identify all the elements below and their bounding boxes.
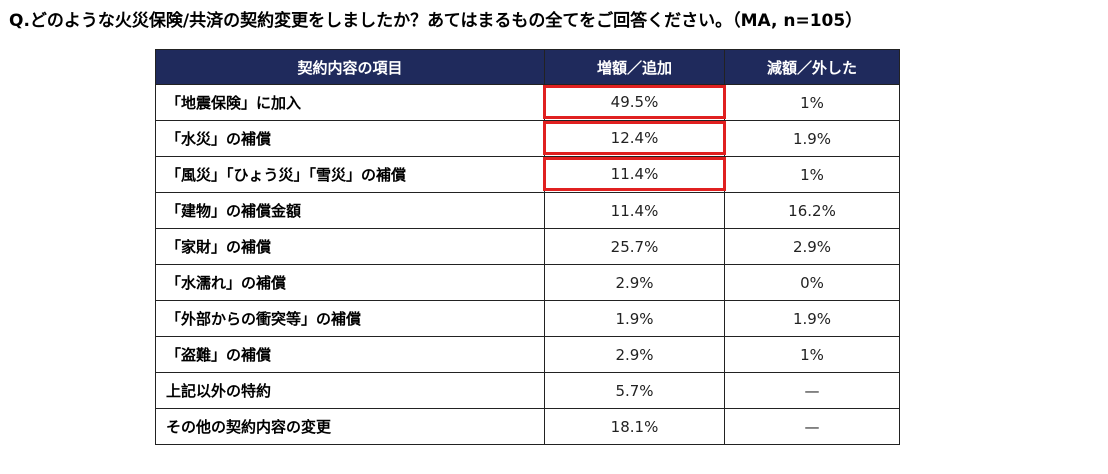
table-row: 「水濡れ」の補償 2.9% 0%	[155, 264, 900, 301]
increase-value-text: 2.9%	[615, 273, 654, 292]
row-item-label: 上記以外の特約	[155, 372, 545, 409]
row-item-label: 「盗難」の補償	[155, 336, 545, 373]
row-item-label: 「家財」の補償	[155, 228, 545, 265]
increase-value-text: 12.4%	[543, 121, 726, 155]
decrease-value: 2.9%	[724, 228, 900, 265]
decrease-value-text: 2.9%	[792, 237, 832, 256]
decrease-value: 16.2%	[724, 192, 900, 229]
row-item-label: 「建物」の補償金額	[155, 192, 545, 229]
increase-value-text: 11.4%	[543, 157, 726, 191]
table-row: 「水災」の補償 12.4% 1.9%	[155, 120, 900, 157]
increase-value-text: 49.5%	[543, 85, 726, 119]
decrease-value: 1%	[724, 84, 900, 121]
decrease-value-text: 1%	[800, 93, 824, 112]
table-body: 「地震保険」に加入 49.5% 1% 「水災」の補償 12.4% 1.9% 「風災」「ひょう…	[155, 84, 900, 445]
table-row: 「建物」の補償金額 11.4% 16.2%	[155, 192, 900, 229]
increase-value-highlighted: 11.4%	[543, 156, 726, 193]
increase-value: 2.9%	[544, 336, 725, 373]
table-header-row: 契約内容の項目 増額／追加 減額／外した	[155, 49, 900, 85]
row-item-label: 「外部からの衝突等」の補償	[155, 300, 545, 337]
table-row: 「家財」の補償 25.7% 2.9%	[155, 228, 900, 265]
decrease-value: 1.9%	[724, 300, 900, 337]
increase-value-text: 18.1%	[610, 417, 659, 436]
increase-value-text: 25.7%	[610, 237, 659, 256]
survey-table: 契約内容の項目 増額／追加 減額／外した 「地震保険」に加入 49.5% 1% 「水災…	[155, 49, 900, 445]
decrease-value-text: 1%	[800, 165, 824, 184]
decrease-value: 1%	[724, 336, 900, 373]
increase-value: 11.4%	[544, 192, 725, 229]
row-item-label: 「風災」「ひょう災」「雪災」の補償	[155, 156, 545, 193]
increase-value: 25.7%	[544, 228, 725, 265]
increase-value: 5.7%	[544, 372, 725, 409]
question-title: Q.どのような火災保険/共済の契約変更をしましたか？あてはまるもの全てをご回答く…	[9, 11, 863, 31]
table-row: 「風災」「ひょう災」「雪災」の補償 11.4% 1%	[155, 156, 900, 193]
increase-value-text: 1.9%	[615, 309, 654, 328]
decrease-value-text: —	[804, 417, 820, 436]
row-item-label: その他の契約内容の変更	[155, 408, 545, 445]
increase-value-highlighted: 12.4%	[543, 120, 726, 157]
column-header-decrease: 減額／外した	[724, 49, 900, 85]
increase-value-highlighted: 49.5%	[543, 84, 726, 121]
decrease-value: 1%	[724, 156, 900, 193]
increase-value: 18.1%	[544, 408, 725, 445]
decrease-value-text: 1%	[800, 345, 824, 364]
decrease-value-text: 0%	[800, 273, 824, 292]
row-item-label: 「水災」の補償	[155, 120, 545, 157]
decrease-value-text: —	[804, 381, 820, 400]
decrease-value-text: 1.9%	[792, 129, 832, 148]
decrease-value-text: 16.2%	[788, 201, 836, 220]
column-header-increase: 増額／追加	[544, 49, 725, 85]
table-row: その他の契約内容の変更 18.1% —	[155, 408, 900, 445]
decrease-value: —	[724, 408, 900, 445]
column-header-item: 契約内容の項目	[155, 49, 545, 85]
increase-value-text: 11.4%	[610, 201, 659, 220]
table-row: 上記以外の特約 5.7% —	[155, 372, 900, 409]
row-item-label: 「水濡れ」の補償	[155, 264, 545, 301]
decrease-value: 1.9%	[724, 120, 900, 157]
row-item-label: 「地震保険」に加入	[155, 84, 545, 121]
table-row: 「外部からの衝突等」の補償 1.9% 1.9%	[155, 300, 900, 337]
increase-value: 1.9%	[544, 300, 725, 337]
increase-value-text: 2.9%	[615, 345, 654, 364]
table-row: 「盗難」の補償 2.9% 1%	[155, 336, 900, 373]
table-row: 「地震保険」に加入 49.5% 1%	[155, 84, 900, 121]
increase-value: 2.9%	[544, 264, 725, 301]
decrease-value: —	[724, 372, 900, 409]
decrease-value: 0%	[724, 264, 900, 301]
decrease-value-text: 1.9%	[792, 309, 832, 328]
increase-value-text: 5.7%	[615, 381, 654, 400]
